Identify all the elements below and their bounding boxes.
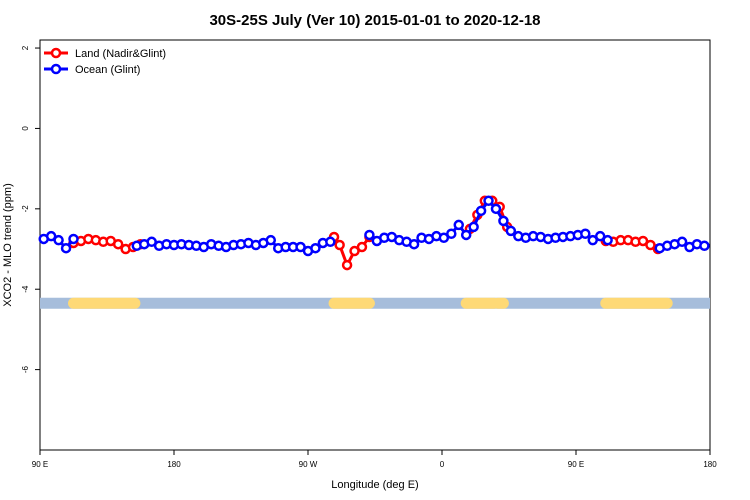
data-point xyxy=(490,203,502,215)
data-point xyxy=(498,215,509,227)
y-tick-label: -2 xyxy=(21,205,30,213)
legend: Land (Nadir&Glint) Ocean (Glint) xyxy=(44,47,166,76)
data-point xyxy=(587,234,598,246)
y-axis-label: XCO2 - MLO trend (ppm) xyxy=(2,183,14,306)
data-point xyxy=(645,239,656,251)
data-point xyxy=(60,242,72,254)
data-point xyxy=(295,241,306,253)
y-tick-label: -4 xyxy=(21,285,30,293)
x-tick-label: 90 E xyxy=(32,460,48,469)
x-tick-label: 0 xyxy=(440,460,445,469)
data-point xyxy=(699,240,710,252)
data-point xyxy=(483,195,494,207)
x-axis: 90 E 180 90 W 0 90 E 180 xyxy=(32,450,717,469)
data-point xyxy=(334,239,345,251)
data-point xyxy=(468,221,479,233)
plot-frame xyxy=(39,39,711,451)
data-point xyxy=(349,245,360,257)
data-point xyxy=(446,228,457,239)
x-axis-label: Longitude (deg E) xyxy=(331,479,418,491)
data-point xyxy=(53,234,64,246)
y-tick-label: 2 xyxy=(21,45,30,50)
data-point xyxy=(112,238,124,250)
data-point xyxy=(356,241,368,253)
data-point xyxy=(580,228,591,239)
legend-ocean-marker xyxy=(50,63,62,75)
data-point xyxy=(505,225,517,237)
data-point xyxy=(68,233,79,245)
data-point xyxy=(45,230,57,242)
data-point xyxy=(453,219,464,231)
x-tick-label: 180 xyxy=(703,460,717,469)
y-axis: 2 0 -2 -4 -6 xyxy=(21,45,40,373)
series-layer xyxy=(38,195,710,271)
x-tick-label: 90 W xyxy=(299,460,318,469)
data-point xyxy=(310,242,321,254)
data-point xyxy=(146,236,157,248)
data-point xyxy=(265,234,277,246)
data-point xyxy=(594,230,606,242)
data-point xyxy=(460,229,472,241)
data-point xyxy=(438,232,450,244)
y-tick-label: 0 xyxy=(21,126,30,131)
legend-ocean-label: Ocean (Glint) xyxy=(75,64,140,76)
legend-land-label: Land (Nadir&Glint) xyxy=(75,48,166,60)
data-point xyxy=(676,236,688,248)
data-point xyxy=(602,234,613,246)
data-point xyxy=(341,259,353,271)
x-tick-label: 90 E xyxy=(568,460,584,469)
x-tick-label: 180 xyxy=(167,460,181,469)
data-point xyxy=(637,235,649,247)
data-point xyxy=(475,205,487,217)
chart-title: 30S-25S July (Ver 10) 2015-01-01 to 2020… xyxy=(209,12,540,29)
series-ocean xyxy=(38,195,710,257)
data-point xyxy=(408,238,420,250)
y-tick-label: -6 xyxy=(21,366,30,374)
data-point xyxy=(364,229,375,241)
legend-land-marker xyxy=(50,47,62,59)
data-point xyxy=(325,236,336,248)
